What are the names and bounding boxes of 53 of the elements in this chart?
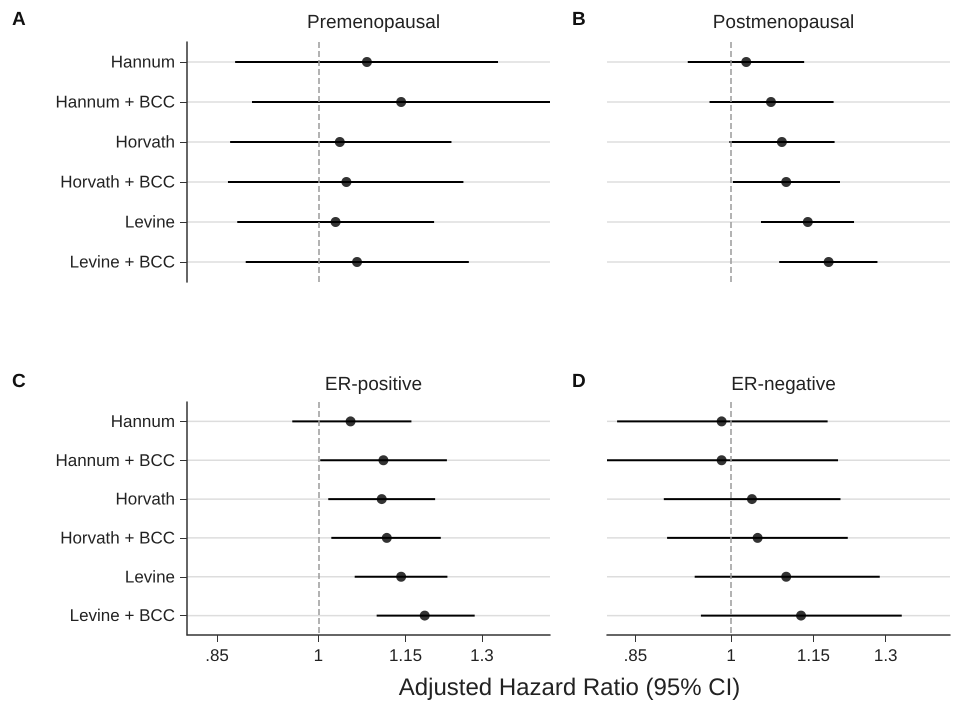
point [396, 572, 406, 582]
y-tick-label: Hannum + BCC [55, 92, 175, 112]
point [802, 217, 813, 227]
point [796, 610, 806, 621]
chart-title: Premenopausal [306, 12, 440, 33]
y-tick-label: Levine + BCC [70, 252, 175, 272]
point [334, 137, 345, 147]
chart-title: Postmenopausal [712, 12, 854, 33]
point [378, 455, 388, 466]
y-tick-label: Levine + BCC [70, 606, 175, 626]
point [382, 532, 392, 543]
x-tick-label: 1.15 [796, 646, 830, 665]
point [420, 610, 430, 621]
y-tick-label: Horvath + BCC [60, 528, 175, 548]
text: C [12, 371, 26, 392]
point [362, 57, 372, 67]
point [781, 177, 792, 187]
x-tick-label: .85 [624, 646, 648, 665]
y-tick-label: Levine [124, 212, 175, 232]
point [330, 217, 341, 227]
text: A [12, 9, 26, 30]
chart-title: ER-positive [324, 374, 422, 395]
y-tick-label: Hannum + BCC [55, 450, 175, 470]
point [341, 177, 352, 187]
point [741, 57, 752, 67]
chart-title: ER-negative [731, 374, 836, 395]
text: D [572, 371, 586, 392]
y-tick-label: Horvath [115, 132, 175, 152]
point [781, 572, 792, 582]
point [396, 97, 406, 107]
point [824, 257, 834, 267]
y-tick-label: Hannum [110, 52, 175, 72]
point [352, 257, 362, 267]
point [716, 455, 727, 466]
y-tick-label: Horvath [115, 490, 175, 509]
y-tick-label: Hannum [110, 412, 175, 431]
x-tick-label: 1 [314, 646, 324, 665]
x-axis-title: Adjusted Hazard Ratio (95% CI) [398, 674, 742, 702]
y-tick-label: Levine [124, 567, 175, 586]
point [376, 494, 387, 504]
x-tick-label: 1.3 [874, 646, 898, 665]
point [746, 494, 757, 504]
point [776, 137, 787, 147]
x-tick-label: 1.3 [470, 646, 494, 665]
text: B [572, 9, 586, 30]
x-tick-label: 1 [726, 646, 736, 665]
x-tick-label: 1.15 [388, 646, 422, 665]
point [766, 97, 776, 107]
point [346, 416, 356, 426]
point [752, 532, 763, 543]
x-tick-label: .85 [205, 646, 229, 665]
point [716, 416, 727, 426]
y-tick-label: Horvath + BCC [60, 172, 175, 192]
